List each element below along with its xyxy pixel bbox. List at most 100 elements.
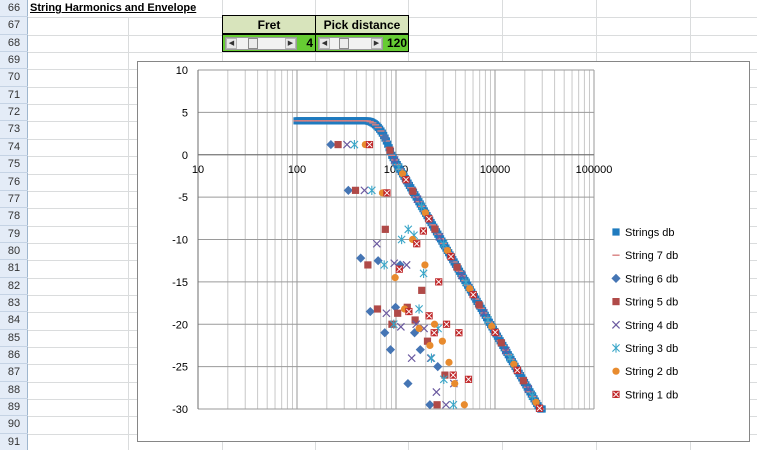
scroll-right-arrow-icon[interactable]: ▶ bbox=[371, 38, 382, 49]
pick-distance-scroll-thumb[interactable] bbox=[339, 38, 350, 49]
series-point bbox=[461, 277, 470, 287]
row-header[interactable]: 72 bbox=[0, 104, 28, 122]
series-point-cross bbox=[450, 372, 457, 379]
series-point bbox=[394, 162, 403, 172]
row-header[interactable]: 91 bbox=[0, 434, 28, 450]
row-gridline bbox=[28, 52, 757, 54]
series-point bbox=[367, 185, 376, 195]
series-point bbox=[382, 309, 391, 318]
row-header[interactable]: 79 bbox=[0, 226, 28, 243]
row-header[interactable]: 82 bbox=[0, 278, 28, 295]
fret-control-cell[interactable]: ◀ ▶ 4 bbox=[222, 34, 316, 52]
series-point bbox=[457, 271, 466, 280]
series-point-cross bbox=[366, 141, 373, 148]
series-point bbox=[479, 308, 488, 317]
row-header[interactable]: 85 bbox=[0, 330, 28, 347]
row-header[interactable]: 87 bbox=[0, 364, 28, 382]
fret-value: 4 bbox=[306, 36, 313, 50]
row-header[interactable]: 66 bbox=[0, 0, 28, 18]
series-point-cross bbox=[403, 176, 409, 183]
row-header[interactable]: 76 bbox=[0, 174, 28, 191]
series-point bbox=[364, 261, 372, 269]
sheet-title[interactable]: String Harmonics and Envelope bbox=[30, 0, 201, 17]
row-header[interactable]: 68 bbox=[0, 35, 28, 53]
series-point bbox=[519, 377, 528, 385]
row-header[interactable]: 88 bbox=[0, 382, 28, 400]
series-point bbox=[391, 274, 399, 282]
series-point bbox=[397, 234, 406, 245]
series-point bbox=[342, 140, 352, 149]
series-point-cross bbox=[413, 240, 420, 247]
y-tick-label: -15 bbox=[172, 277, 188, 289]
row-header[interactable]: 70 bbox=[0, 69, 28, 87]
series-point bbox=[390, 302, 401, 312]
legend-entry: String 5 db bbox=[625, 297, 678, 309]
x-tick-label: 10 bbox=[192, 164, 204, 176]
pick-distance-scrollbar[interactable]: ◀ ▶ bbox=[318, 37, 383, 50]
y-tick-label: -5 bbox=[178, 192, 188, 204]
fret-scroll-thumb[interactable] bbox=[248, 38, 259, 49]
row-header[interactable]: 84 bbox=[0, 312, 28, 330]
series-point bbox=[430, 320, 439, 328]
legend-entry: String 3 db bbox=[625, 343, 678, 355]
series-point bbox=[390, 156, 399, 165]
series-point bbox=[326, 139, 336, 150]
series-point bbox=[417, 201, 426, 211]
series-point bbox=[528, 391, 537, 401]
series-point bbox=[433, 401, 441, 409]
legend-marker bbox=[611, 273, 621, 283]
legend-entry: String 7 db bbox=[625, 250, 678, 262]
series-point bbox=[445, 358, 453, 366]
row-header[interactable]: 77 bbox=[0, 191, 28, 209]
row-header[interactable]: 78 bbox=[0, 208, 28, 226]
series-point bbox=[385, 345, 396, 355]
pick-distance-header[interactable]: Pick distance bbox=[315, 15, 409, 34]
scroll-left-arrow-icon[interactable]: ◀ bbox=[226, 38, 237, 49]
series-point bbox=[488, 322, 496, 330]
series-point-cross bbox=[426, 312, 433, 319]
series-point bbox=[394, 309, 402, 317]
legend-marker bbox=[612, 343, 620, 353]
series-point-cross bbox=[384, 189, 390, 196]
series-point-cross bbox=[405, 308, 412, 315]
series-point bbox=[426, 341, 434, 350]
series-point bbox=[423, 337, 432, 345]
y-tick-label: -25 bbox=[172, 362, 188, 374]
fret-header[interactable]: Fret bbox=[222, 15, 316, 34]
fret-scrollbar[interactable]: ◀ ▶ bbox=[225, 37, 297, 50]
series-point bbox=[497, 339, 505, 347]
scroll-left-arrow-icon[interactable]: ◀ bbox=[319, 38, 330, 49]
row-header[interactable]: 80 bbox=[0, 243, 28, 261]
series-point-cross bbox=[435, 278, 442, 285]
x-tick-label: 100 bbox=[288, 164, 306, 176]
series-point bbox=[386, 146, 394, 154]
series-point-cross bbox=[536, 405, 543, 412]
row-header[interactable]: 75 bbox=[0, 156, 28, 174]
series-point bbox=[415, 324, 423, 333]
series-point bbox=[343, 185, 353, 195]
row-header[interactable]: 67 bbox=[0, 17, 28, 35]
pick-distance-control-cell[interactable]: ◀ ▶ 120 bbox=[315, 34, 409, 52]
row-header[interactable]: 86 bbox=[0, 347, 28, 365]
row-header[interactable]: 73 bbox=[0, 121, 28, 139]
row-header[interactable]: 89 bbox=[0, 399, 28, 417]
row-header[interactable]: 90 bbox=[0, 416, 28, 434]
series-point bbox=[438, 337, 446, 345]
series-point bbox=[415, 304, 424, 314]
series-point bbox=[441, 400, 451, 409]
row-header[interactable]: 69 bbox=[0, 52, 28, 70]
row-header[interactable]: 74 bbox=[0, 139, 28, 157]
scroll-right-arrow-icon[interactable]: ▶ bbox=[285, 38, 296, 49]
series-point bbox=[380, 260, 389, 270]
series-point bbox=[403, 378, 413, 389]
series-point bbox=[483, 315, 492, 325]
legend-marker bbox=[612, 298, 620, 306]
row-header[interactable]: 71 bbox=[0, 87, 28, 105]
pick-distance-value: 120 bbox=[386, 36, 407, 50]
harmonics-chart[interactable]: 1050-5-10-15-20-25-301010010001000010000… bbox=[137, 61, 750, 442]
legend-marker bbox=[612, 228, 620, 236]
series-point bbox=[398, 170, 407, 178]
row-header[interactable]: 83 bbox=[0, 295, 28, 313]
row-header[interactable]: 81 bbox=[0, 260, 28, 278]
